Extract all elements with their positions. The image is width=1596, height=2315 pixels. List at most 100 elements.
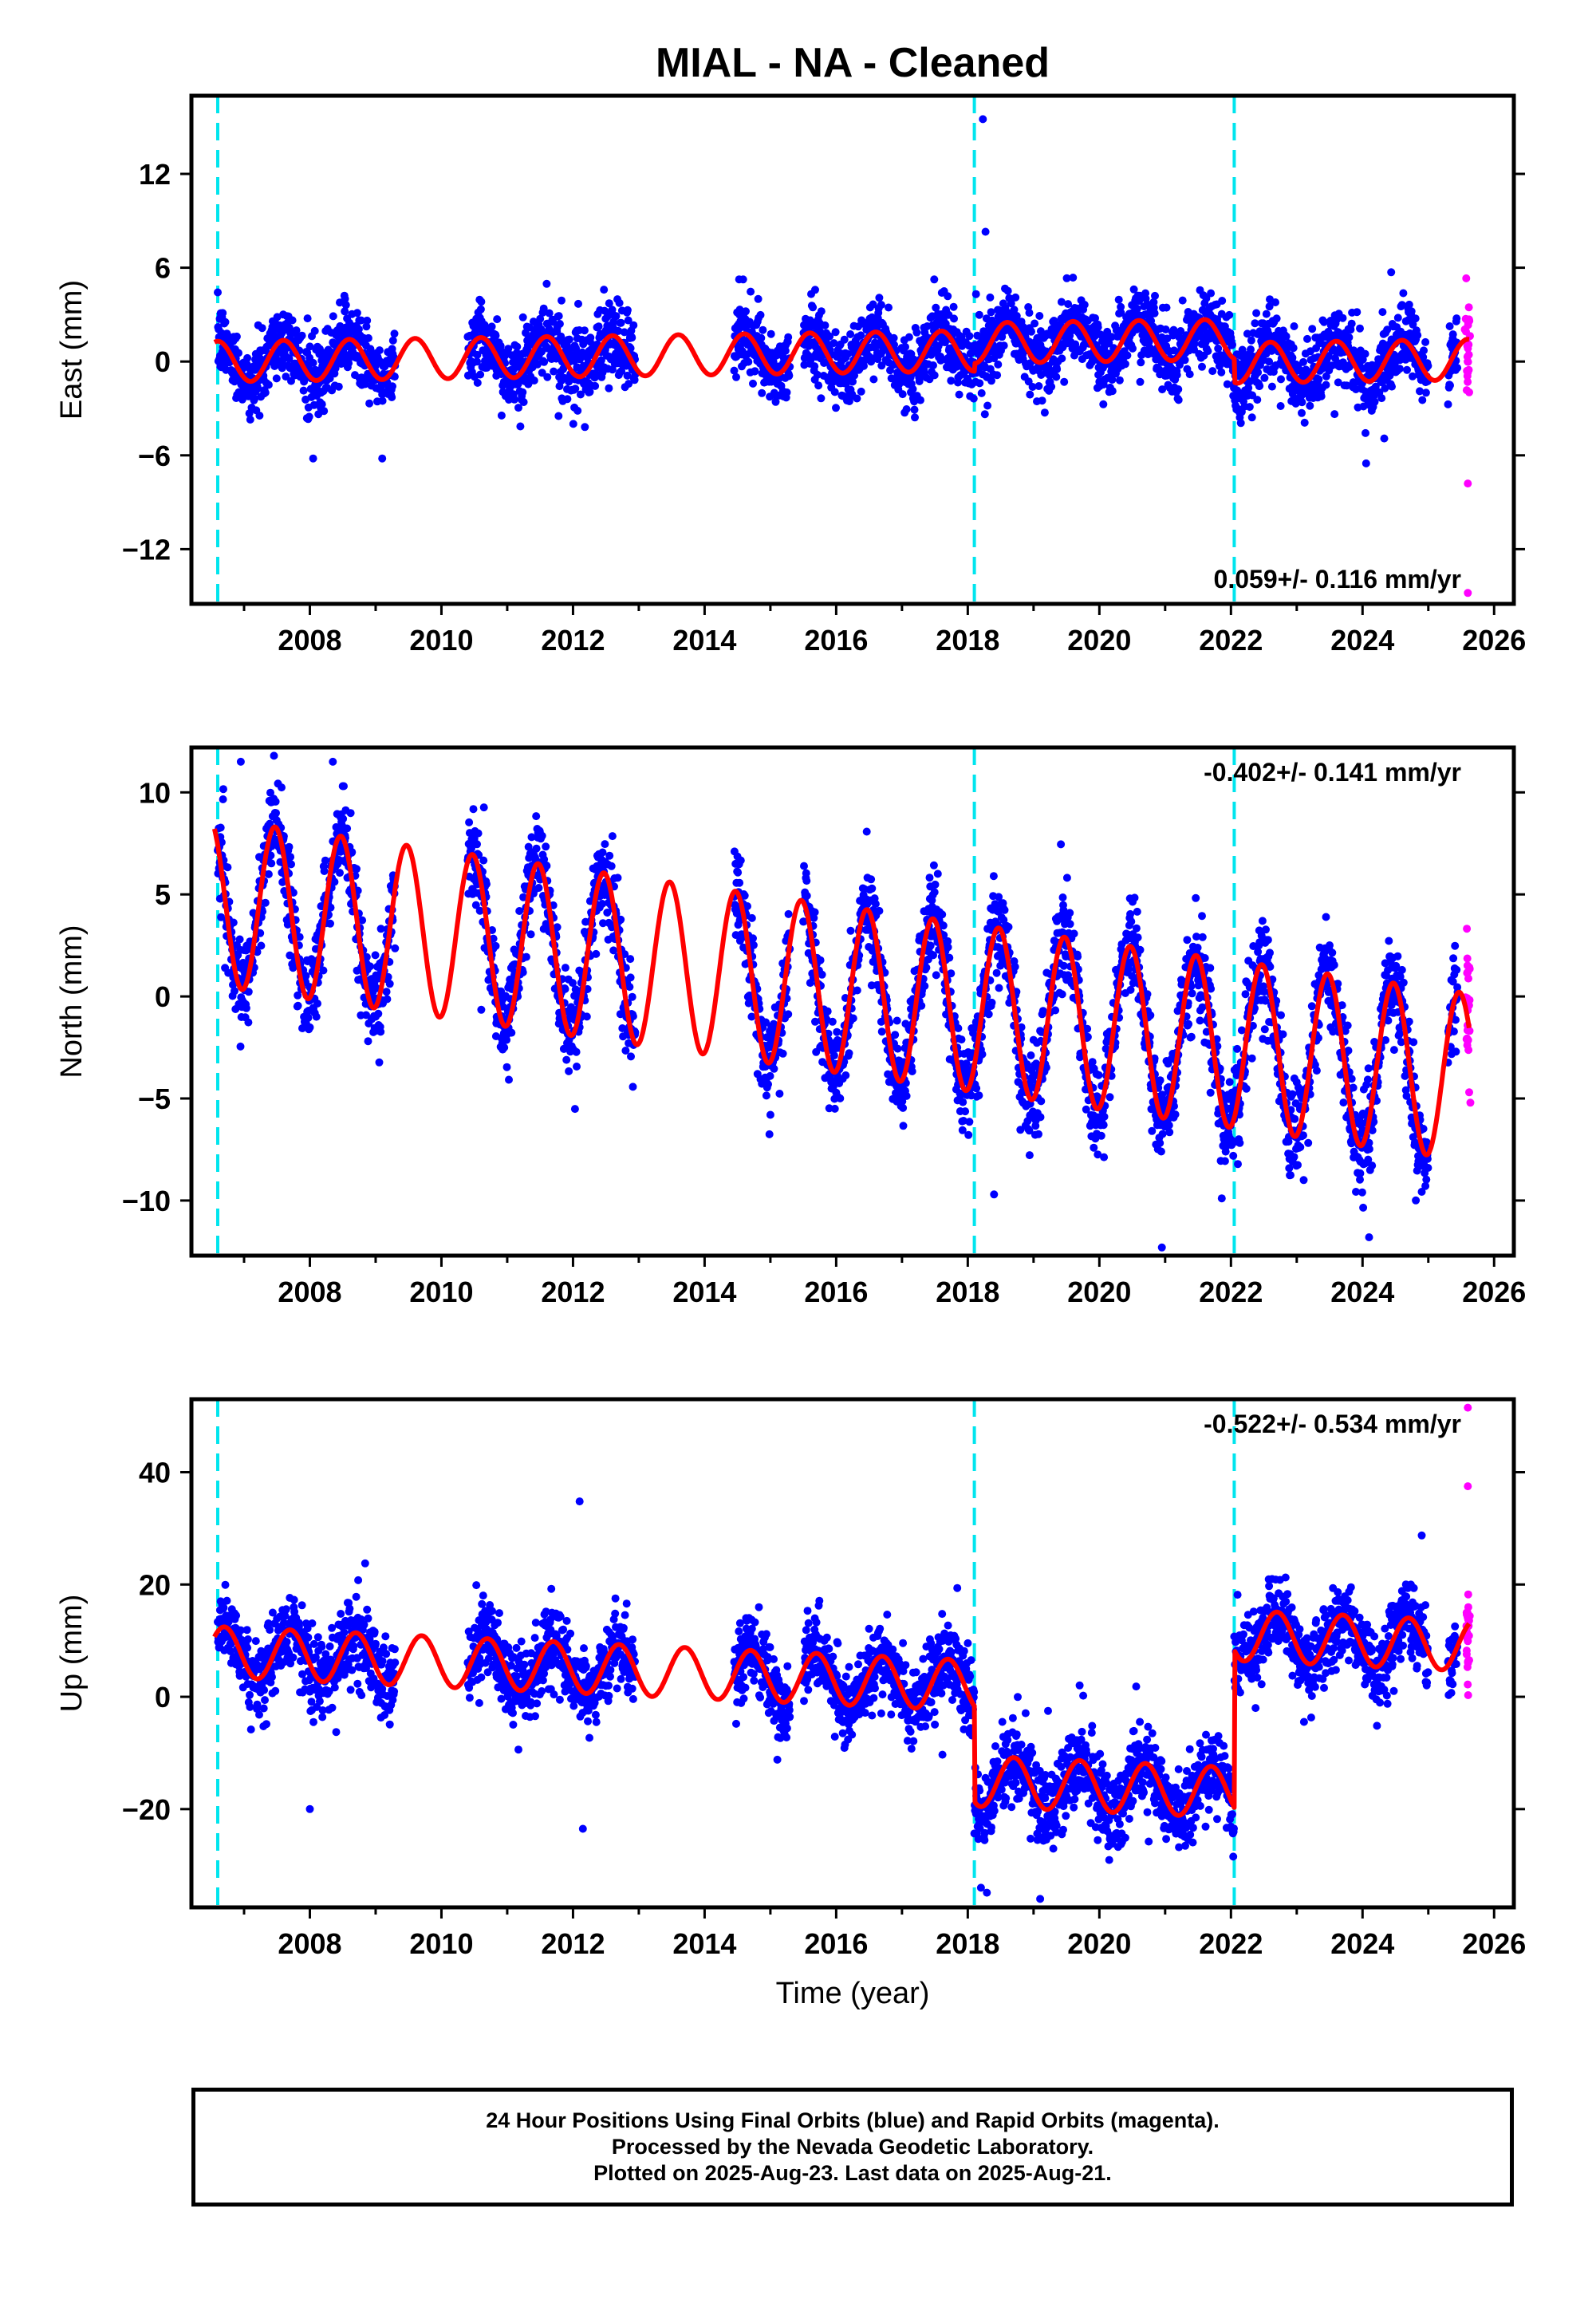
final-orbit-point bbox=[278, 783, 286, 792]
final-orbit-point bbox=[229, 918, 238, 927]
final-orbit-point bbox=[271, 797, 280, 806]
final-orbit-point bbox=[742, 307, 750, 316]
final-orbit-point bbox=[757, 333, 766, 342]
final-orbit-point bbox=[624, 316, 632, 325]
final-orbit-point bbox=[254, 385, 262, 393]
final-orbit-point bbox=[617, 915, 625, 924]
final-orbit-point bbox=[625, 983, 634, 992]
final-orbit-point bbox=[762, 1091, 770, 1100]
final-orbit-point bbox=[1026, 390, 1034, 399]
final-orbit-point bbox=[244, 1018, 253, 1027]
final-orbit-point bbox=[613, 874, 622, 882]
final-orbit-point bbox=[391, 944, 400, 952]
rapid-orbit-point bbox=[1460, 325, 1469, 333]
final-orbit-point bbox=[1388, 382, 1396, 391]
final-orbit-point bbox=[744, 357, 753, 366]
final-orbit-point bbox=[214, 288, 222, 297]
final-orbit-point bbox=[1342, 381, 1351, 390]
final-orbit-point bbox=[376, 1027, 385, 1036]
final-orbit-point bbox=[219, 795, 227, 803]
final-orbit-point bbox=[353, 865, 361, 874]
final-orbit-point bbox=[257, 941, 266, 950]
final-orbit-point bbox=[944, 943, 952, 952]
final-orbit-point bbox=[922, 964, 931, 972]
final-orbit-point bbox=[800, 862, 808, 870]
final-orbit-point bbox=[257, 355, 266, 364]
final-orbit-point bbox=[294, 991, 302, 1000]
final-orbit-point bbox=[543, 373, 552, 381]
rapid-orbit-point bbox=[1464, 303, 1473, 312]
final-orbit-point bbox=[925, 874, 934, 882]
final-orbit-point bbox=[605, 851, 614, 860]
final-orbit-point bbox=[1050, 317, 1058, 325]
x-tick-label: 2014 bbox=[672, 624, 736, 657]
final-orbit-point bbox=[264, 381, 273, 389]
final-orbit-point bbox=[830, 388, 839, 396]
final-orbit-point bbox=[1064, 300, 1073, 309]
final-orbit-point bbox=[536, 314, 545, 323]
x-tick-label: 2024 bbox=[1330, 624, 1394, 657]
final-orbit-point bbox=[929, 361, 937, 369]
final-orbit-point bbox=[754, 294, 763, 303]
final-orbit-point bbox=[234, 349, 242, 357]
final-orbit-point bbox=[1403, 365, 1411, 374]
final-orbit-point bbox=[908, 385, 917, 393]
x-tick-label: 2010 bbox=[409, 624, 473, 657]
final-orbit-point bbox=[518, 388, 527, 396]
final-orbit-point bbox=[629, 1012, 637, 1020]
final-orbit-point bbox=[899, 1122, 908, 1130]
final-orbit-point bbox=[515, 907, 524, 915]
final-orbit-point bbox=[830, 1051, 838, 1060]
final-orbit-point bbox=[1137, 358, 1145, 367]
final-orbit-point bbox=[739, 275, 747, 284]
final-orbit-point bbox=[628, 992, 636, 1001]
final-orbit-point bbox=[1418, 396, 1427, 404]
final-orbit-point bbox=[477, 1005, 486, 1014]
axes-frame bbox=[189, 93, 1516, 606]
final-orbit-point bbox=[930, 371, 939, 380]
final-orbit-point bbox=[232, 332, 241, 341]
final-orbit-point bbox=[542, 279, 551, 288]
final-orbit-point bbox=[1238, 345, 1247, 354]
final-orbit-point bbox=[353, 309, 361, 317]
final-orbit-point bbox=[930, 275, 939, 284]
final-orbit-point bbox=[1204, 347, 1212, 356]
final-orbit-point bbox=[784, 1010, 793, 1019]
final-orbit-point bbox=[608, 832, 617, 841]
final-orbit-point bbox=[286, 951, 294, 960]
final-orbit-point bbox=[1117, 309, 1125, 317]
final-orbit-point bbox=[1069, 274, 1078, 282]
final-orbit-point bbox=[891, 1031, 900, 1039]
x-tick-label: 2012 bbox=[541, 624, 605, 657]
final-orbit-point bbox=[1421, 388, 1430, 397]
final-orbit-point bbox=[969, 394, 978, 403]
final-orbit-point bbox=[1262, 310, 1271, 318]
final-orbit-point bbox=[1298, 398, 1306, 407]
final-orbit-point bbox=[1424, 361, 1432, 370]
final-orbit-point bbox=[465, 818, 474, 826]
final-orbit-point bbox=[1387, 268, 1396, 277]
final-orbit-point bbox=[849, 377, 857, 386]
final-orbit-point bbox=[933, 870, 942, 878]
final-orbit-point bbox=[467, 844, 475, 853]
final-orbit-point bbox=[558, 296, 565, 305]
final-orbit-point bbox=[576, 390, 585, 399]
final-orbit-point bbox=[341, 307, 349, 316]
final-orbit-point bbox=[487, 322, 496, 331]
y-axis-label: East (mm) bbox=[55, 280, 89, 420]
final-orbit-point bbox=[513, 342, 522, 351]
final-orbit-point bbox=[1223, 380, 1231, 388]
final-orbit-point bbox=[938, 910, 947, 919]
final-orbit-point bbox=[1288, 353, 1297, 362]
final-orbit-point bbox=[309, 400, 318, 409]
final-orbit-point bbox=[809, 303, 818, 312]
final-orbit-point bbox=[831, 328, 840, 337]
final-orbit-point bbox=[339, 814, 348, 823]
final-orbit-point bbox=[573, 363, 581, 372]
final-orbit-point bbox=[553, 923, 562, 932]
final-orbit-point bbox=[1028, 383, 1037, 391]
final-orbit-point bbox=[1411, 314, 1420, 323]
final-orbit-point bbox=[571, 385, 580, 393]
final-orbit-point bbox=[1247, 336, 1255, 345]
final-orbit-point bbox=[1452, 314, 1461, 323]
